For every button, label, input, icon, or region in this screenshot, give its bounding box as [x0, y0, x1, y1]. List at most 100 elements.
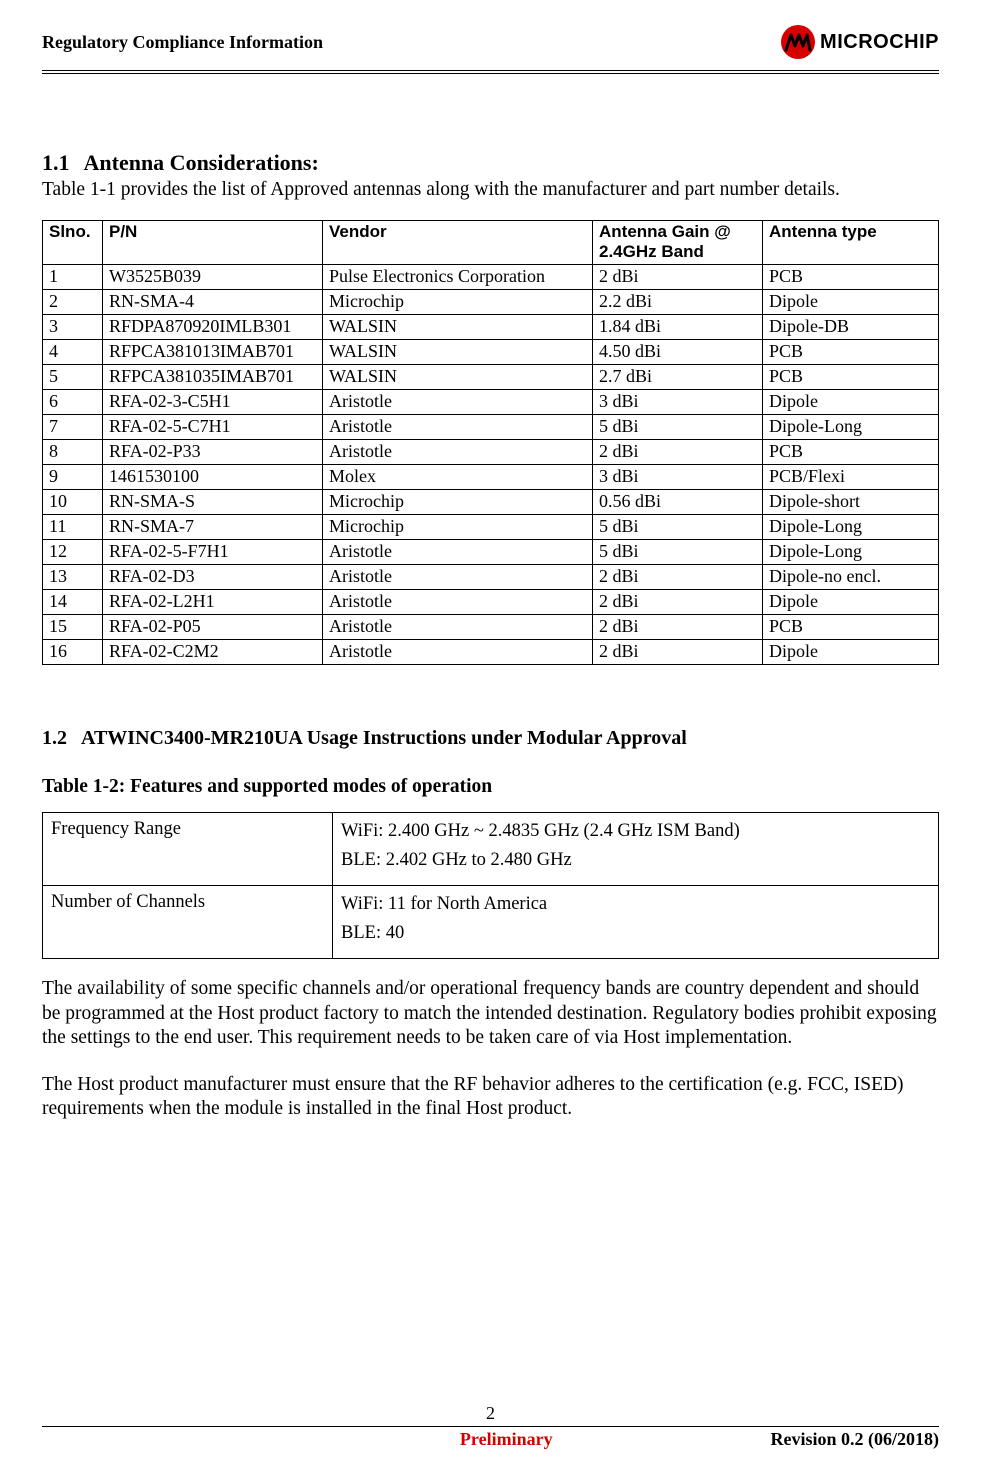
table-row: 16RFA-02-C2M2Aristotle2 dBiDipole — [43, 640, 939, 665]
antenna-table: Slno. P/N Vendor Antenna Gain @ 2.4GHz B… — [42, 220, 939, 665]
table-cell: RFA-02-P05 — [103, 615, 323, 640]
table-cell: Aristotle — [323, 590, 593, 615]
table-cell: 3 — [43, 315, 103, 340]
table-row: 6RFA-02-3-C5H1Aristotle3 dBiDipole — [43, 390, 939, 415]
section-1-2-heading: 1.2ATWINC3400-MR210UA Usage Instructions… — [42, 727, 939, 750]
section-title: Antenna Considerations: — [84, 150, 319, 175]
col-vendor: Vendor — [323, 221, 593, 265]
table-cell: 2 dBi — [593, 265, 763, 290]
page-footer: 2 Preliminary Revision 0.2 (06/2018) — [42, 1403, 939, 1450]
table-1-2-caption: Table 1-2: Features and supported modes … — [42, 776, 939, 798]
table-cell: 13 — [43, 565, 103, 590]
table-cell: 1 — [43, 265, 103, 290]
table-cell: Dipole — [763, 390, 939, 415]
table-cell: 9 — [43, 465, 103, 490]
table-row: 10RN-SMA-SMicrochip0.56 dBiDipole-short — [43, 490, 939, 515]
features-table: Frequency RangeWiFi: 2.400 GHz ~ 2.4835 … — [42, 812, 939, 959]
table-row: 14RFA-02-L2H1Aristotle2 dBiDipole — [43, 590, 939, 615]
feature-label: Number of Channels — [43, 886, 333, 959]
table-cell: Aristotle — [323, 615, 593, 640]
feature-value: WiFi: 2.400 GHz ~ 2.4835 GHz (2.4 GHz IS… — [333, 813, 939, 886]
logo-text: MICROCHIP — [820, 31, 939, 54]
table-cell: 2 dBi — [593, 590, 763, 615]
table-cell: 16 — [43, 640, 103, 665]
table-cell: RFA-02-L2H1 — [103, 590, 323, 615]
table-cell: Microchip — [323, 515, 593, 540]
table-cell: RN-SMA-S — [103, 490, 323, 515]
microchip-logo: MICROCHIP — [780, 24, 939, 60]
table-cell: Dipole-Long — [763, 540, 939, 565]
table-cell: 12 — [43, 540, 103, 565]
table-cell: 5 dBi — [593, 540, 763, 565]
table-cell: 3 dBi — [593, 390, 763, 415]
table-cell: 5 — [43, 365, 103, 390]
table-row: 5RFPCA381035IMAB701WALSIN2.7 dBiPCB — [43, 365, 939, 390]
table-cell: 5 dBi — [593, 415, 763, 440]
table-cell: PCB — [763, 265, 939, 290]
table-cell: 14 — [43, 590, 103, 615]
footer-rule — [42, 1426, 939, 1427]
table-cell: RN-SMA-7 — [103, 515, 323, 540]
col-type: Antenna type — [763, 221, 939, 265]
section-number: 1.2 — [42, 727, 67, 749]
table-cell: RFA-02-P33 — [103, 440, 323, 465]
table-cell: Dipole-Long — [763, 415, 939, 440]
table-cell: RFA-02-3-C5H1 — [103, 390, 323, 415]
page-number: 2 — [42, 1403, 939, 1424]
table-cell: 2 — [43, 290, 103, 315]
col-gain: Antenna Gain @ 2.4GHz Band — [593, 221, 763, 265]
table-row: Number of ChannelsWiFi: 11 for North Ame… — [43, 886, 939, 959]
table-cell: 7 — [43, 415, 103, 440]
table-cell: Dipole — [763, 290, 939, 315]
table-cell: RFA-02-C2M2 — [103, 640, 323, 665]
table-cell: 10 — [43, 490, 103, 515]
table-row: 7RFA-02-5-C7H1Aristotle5 dBiDipole-Long — [43, 415, 939, 440]
table-cell: 1.84 dBi — [593, 315, 763, 340]
table-cell: RFA-02-D3 — [103, 565, 323, 590]
preliminary-label: Preliminary — [242, 1429, 771, 1450]
paragraph-1: The availability of some specific channe… — [42, 977, 939, 1050]
table-cell: PCB — [763, 365, 939, 390]
page-header: Regulatory Compliance Information MICROC… — [42, 24, 939, 66]
microchip-logo-icon — [780, 24, 816, 60]
table-cell: 5 dBi — [593, 515, 763, 540]
table-cell: 2 dBi — [593, 615, 763, 640]
table-cell: 15 — [43, 615, 103, 640]
table-row: 4RFPCA381013IMAB701WALSIN4.50 dBiPCB — [43, 340, 939, 365]
table-cell: 11 — [43, 515, 103, 540]
table-cell: PCB/Flexi — [763, 465, 939, 490]
table-row: 3RFDPA870920IMLB301WALSIN1.84 dBiDipole-… — [43, 315, 939, 340]
feature-value: WiFi: 11 for North AmericaBLE: 40 — [333, 886, 939, 959]
table-row: 91461530100Molex3 dBiPCB/Flexi — [43, 465, 939, 490]
feature-label: Frequency Range — [43, 813, 333, 886]
table-cell: 2.2 dBi — [593, 290, 763, 315]
table-row: 8RFA-02-P33Aristotle2 dBiPCB — [43, 440, 939, 465]
table-cell: RFA-02-5-C7H1 — [103, 415, 323, 440]
section-1-1-heading: 1.1Antenna Considerations: — [42, 150, 939, 176]
table-cell: W3525B039 — [103, 265, 323, 290]
table-cell: RFPCA381013IMAB701 — [103, 340, 323, 365]
table-cell: RFPCA381035IMAB701 — [103, 365, 323, 390]
table-cell: PCB — [763, 615, 939, 640]
table-cell: Aristotle — [323, 440, 593, 465]
table-cell: Aristotle — [323, 390, 593, 415]
table-cell: 2 dBi — [593, 640, 763, 665]
table-cell: RN-SMA-4 — [103, 290, 323, 315]
table-row: 12RFA-02-5-F7H1Aristotle5 dBiDipole-Long — [43, 540, 939, 565]
table-cell: Dipole-Long — [763, 515, 939, 540]
table-cell: RFA-02-5-F7H1 — [103, 540, 323, 565]
table-row: 13RFA-02-D3Aristotle2 dBiDipole-no encl. — [43, 565, 939, 590]
table-row: 2RN-SMA-4Microchip2.2 dBiDipole — [43, 290, 939, 315]
revision-label: Revision 0.2 (06/2018) — [771, 1429, 940, 1450]
table-cell: 2.7 dBi — [593, 365, 763, 390]
table-row: 11RN-SMA-7Microchip5 dBiDipole-Long — [43, 515, 939, 540]
table-cell: 1461530100 — [103, 465, 323, 490]
header-rule — [42, 70, 939, 74]
table-cell: WALSIN — [323, 340, 593, 365]
table-cell: 3 dBi — [593, 465, 763, 490]
table-cell: RFDPA870920IMLB301 — [103, 315, 323, 340]
table-cell: WALSIN — [323, 315, 593, 340]
table-cell: Aristotle — [323, 640, 593, 665]
table-cell: 4 — [43, 340, 103, 365]
table-header-row: Slno. P/N Vendor Antenna Gain @ 2.4GHz B… — [43, 221, 939, 265]
